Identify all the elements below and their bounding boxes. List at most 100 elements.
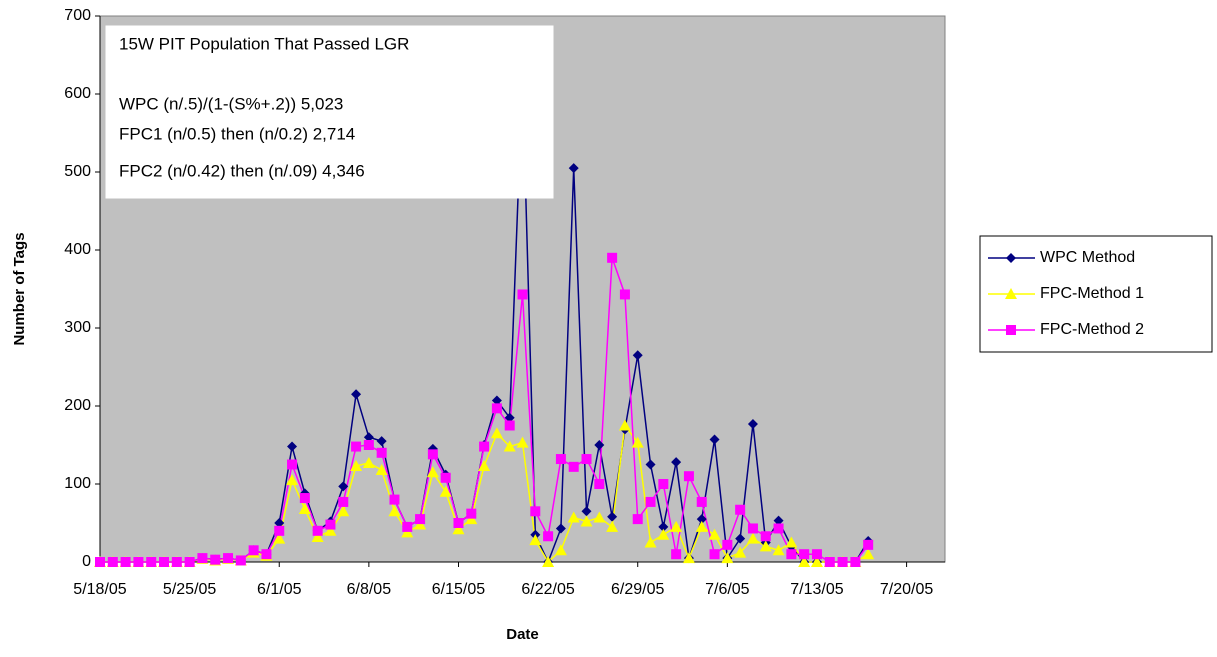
data-point xyxy=(389,494,400,505)
data-point xyxy=(159,557,170,567)
data-point xyxy=(351,389,362,400)
data-point xyxy=(427,449,438,460)
annotation-box xyxy=(105,25,554,199)
data-point xyxy=(722,539,733,550)
data-point xyxy=(337,505,350,517)
data-point xyxy=(721,552,734,564)
data-point xyxy=(286,474,299,486)
data-point xyxy=(325,519,336,530)
x-axis-label: Date xyxy=(506,626,539,643)
data-point xyxy=(735,533,746,544)
data-point xyxy=(862,548,875,560)
data-point xyxy=(197,553,208,564)
data-point xyxy=(362,456,375,468)
y-tick-label: 700 xyxy=(64,7,91,24)
data-point xyxy=(210,554,221,565)
annotation-text: FPC1 (n/0.5) then (n/0.2) 2,714 xyxy=(119,124,355,143)
data-point xyxy=(734,546,747,558)
legend-marker xyxy=(1006,253,1016,263)
data-point xyxy=(581,506,592,517)
data-point xyxy=(555,523,566,534)
data-point xyxy=(696,514,707,525)
data-point xyxy=(709,434,720,445)
data-point xyxy=(311,531,324,543)
x-tick-label: 5/25/05 xyxy=(163,581,216,598)
data-point xyxy=(171,557,182,567)
data-point xyxy=(695,520,708,532)
data-point xyxy=(709,549,720,560)
legend-marker xyxy=(1006,325,1016,335)
data-point xyxy=(773,523,784,534)
data-point xyxy=(618,419,631,431)
y-axis-label: Number of Tags xyxy=(11,232,28,345)
data-point xyxy=(568,461,579,472)
annotation-text: FPC2 (n/0.42) then (n/.09) 4,346 xyxy=(119,161,365,180)
data-point xyxy=(619,289,630,300)
data-point xyxy=(363,440,374,450)
data-point xyxy=(95,557,105,567)
data-point xyxy=(478,460,491,472)
data-point xyxy=(683,471,694,482)
data-point xyxy=(516,436,529,448)
data-point xyxy=(274,525,285,536)
data-point xyxy=(491,395,502,406)
data-point xyxy=(298,502,311,514)
data-point xyxy=(554,544,567,556)
data-point xyxy=(504,412,515,423)
data-point xyxy=(798,556,811,567)
data-point xyxy=(580,515,593,527)
data-point xyxy=(671,457,682,468)
data-point xyxy=(439,485,452,497)
y-tick-label: 0 xyxy=(82,553,91,570)
data-point xyxy=(223,553,234,564)
y-tick-label: 400 xyxy=(64,241,91,258)
data-point xyxy=(107,557,118,567)
data-point xyxy=(772,544,785,556)
data-point xyxy=(632,350,643,361)
legend-label: WPC Method xyxy=(1040,249,1135,266)
data-point xyxy=(248,545,259,556)
data-point xyxy=(351,441,362,452)
data-point xyxy=(503,440,516,452)
data-point xyxy=(863,539,874,550)
data-point xyxy=(273,532,286,544)
data-point xyxy=(490,427,503,439)
data-point xyxy=(146,557,157,567)
data-point xyxy=(593,511,606,523)
x-tick-label: 6/22/05 xyxy=(521,581,574,598)
x-tick-label: 7/20/05 xyxy=(880,581,933,598)
data-point xyxy=(760,531,771,542)
data-point xyxy=(850,557,861,567)
data-point xyxy=(235,555,246,566)
data-point xyxy=(388,505,401,517)
data-point xyxy=(581,454,592,465)
data-point xyxy=(363,432,374,443)
data-point xyxy=(466,508,477,519)
x-tick-label: 5/18/05 xyxy=(73,581,126,598)
data-point xyxy=(644,536,657,548)
legend-label: FPC-Method 2 xyxy=(1040,321,1144,338)
data-point xyxy=(375,463,388,475)
data-point xyxy=(426,466,439,478)
data-point xyxy=(402,521,413,532)
data-point xyxy=(773,515,784,526)
data-point xyxy=(517,289,528,300)
y-tick-label: 500 xyxy=(64,163,91,180)
x-tick-label: 6/8/05 xyxy=(347,581,392,598)
y-tick-label: 300 xyxy=(64,319,91,336)
data-point xyxy=(133,557,144,567)
data-point xyxy=(287,459,298,470)
data-point xyxy=(837,557,848,567)
data-point xyxy=(440,472,451,483)
x-tick-label: 6/15/05 xyxy=(432,581,485,598)
data-point xyxy=(746,532,759,544)
data-point xyxy=(555,454,566,465)
data-point xyxy=(671,549,682,560)
data-point xyxy=(452,523,465,535)
data-point xyxy=(682,552,695,564)
data-point xyxy=(810,556,823,567)
data-point xyxy=(607,511,618,522)
data-point xyxy=(607,252,618,263)
data-point xyxy=(299,493,310,504)
